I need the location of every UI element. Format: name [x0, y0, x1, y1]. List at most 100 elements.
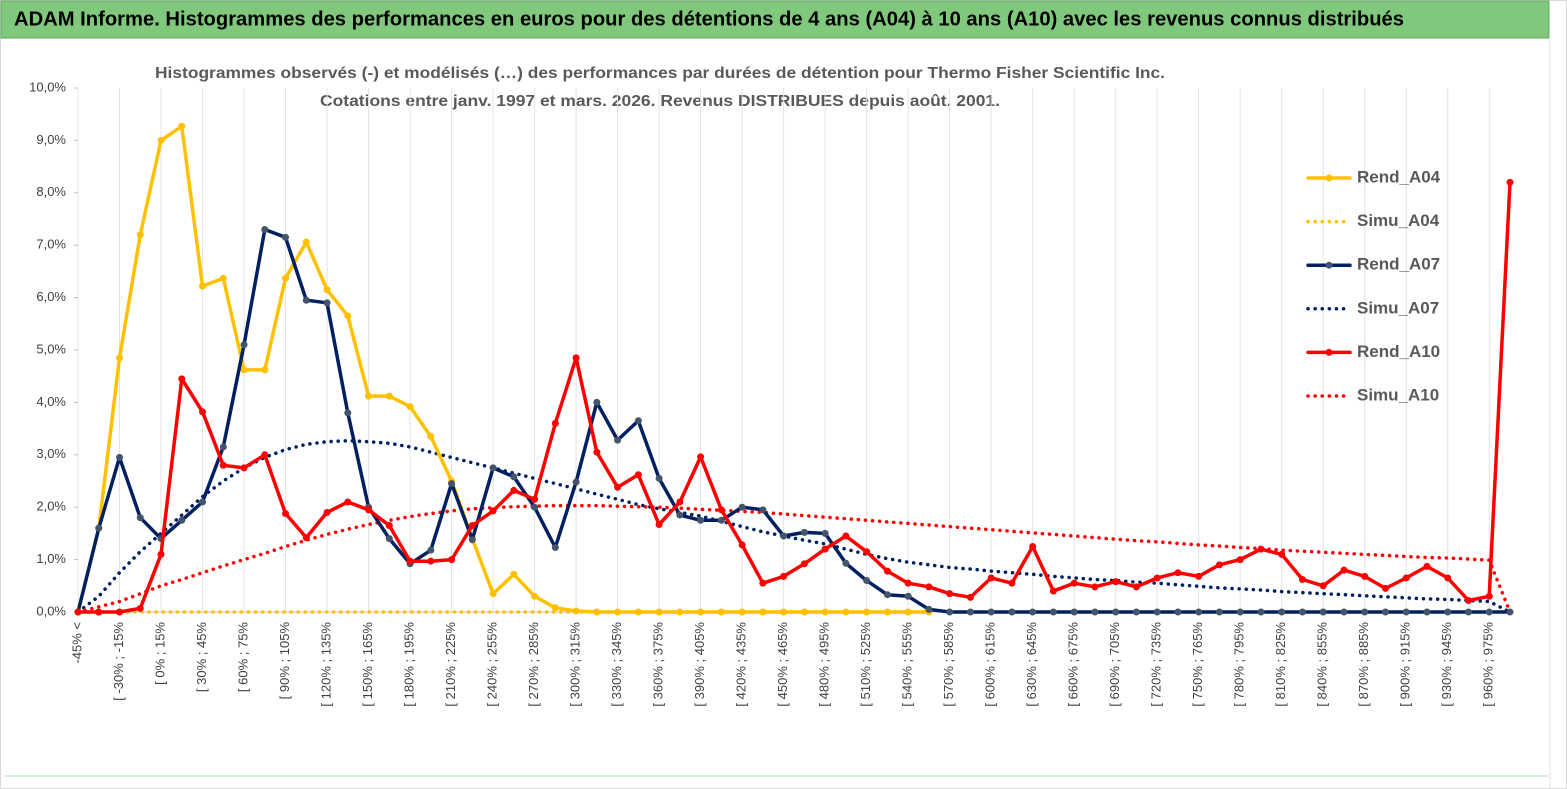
data-point — [427, 432, 435, 440]
data-point — [634, 608, 642, 616]
data-point — [655, 608, 663, 616]
data-point — [136, 604, 144, 612]
data-point — [219, 274, 227, 282]
data-point — [717, 608, 725, 616]
data-point — [323, 508, 331, 516]
data-point — [136, 231, 144, 239]
data-point — [614, 608, 622, 616]
data-point — [323, 286, 331, 294]
legend-label: Simu_A04 — [1357, 211, 1440, 230]
data-point — [759, 608, 767, 616]
data-point — [261, 451, 269, 459]
data-point — [344, 498, 352, 506]
data-point — [1236, 608, 1244, 616]
data-point — [572, 478, 580, 486]
x-tick-label: [ 930% ; 945% — [1439, 622, 1454, 707]
data-point — [821, 608, 829, 616]
data-point — [1485, 592, 1493, 600]
data-point — [136, 514, 144, 522]
y-tick-label: 4,0% — [36, 394, 66, 409]
data-point — [489, 590, 497, 598]
data-point — [883, 608, 891, 616]
data-point — [883, 591, 891, 599]
data-point — [863, 608, 871, 616]
x-tick-label: [ 780% ; 795% — [1232, 622, 1247, 707]
x-tick-label: [ 90% ; 105% — [277, 622, 292, 700]
data-point — [510, 570, 518, 578]
data-point — [385, 522, 393, 530]
data-point — [1215, 561, 1223, 569]
data-point — [178, 375, 186, 383]
x-tick-label: [ 540% ; 555% — [900, 622, 915, 707]
data-point — [1423, 608, 1431, 616]
data-point — [1506, 178, 1514, 186]
data-point — [406, 557, 414, 565]
data-point — [717, 516, 725, 524]
data-point — [1070, 579, 1078, 587]
title-banner — [0, 0, 1550, 39]
data-point — [676, 511, 684, 519]
data-point — [199, 282, 207, 290]
x-tick-label: [ -30% ; -15% — [111, 622, 126, 701]
x-tick-label: [ 870% ; 885% — [1356, 622, 1371, 707]
chart-subtitle: Cotations entre janv. 1997 et mars. 2026… — [320, 93, 1000, 110]
x-tick-label: [ 720% ; 735% — [1149, 622, 1164, 707]
data-point — [116, 608, 124, 616]
data-point — [1298, 608, 1306, 616]
data-point — [1070, 608, 1078, 616]
legend-label: Simu_A10 — [1357, 385, 1439, 404]
data-point — [282, 509, 290, 517]
data-point — [302, 238, 310, 246]
data-point — [676, 608, 684, 616]
data-point — [365, 506, 373, 514]
data-point — [697, 453, 705, 461]
data-point — [1174, 569, 1182, 577]
data-point — [1132, 583, 1140, 591]
page-title: ADAM Informe. Histogrammes des performan… — [14, 8, 1404, 30]
data-point — [1008, 608, 1016, 616]
y-tick-label: 1,0% — [36, 551, 66, 566]
data-point — [925, 583, 933, 591]
data-point — [946, 608, 954, 616]
legend-label: Simu_A07 — [1357, 298, 1439, 317]
y-tick-label: 6,0% — [36, 289, 66, 304]
y-tick-label: 10,0% — [29, 79, 66, 94]
data-point — [116, 354, 124, 362]
chart-subtitle: Histogrammes observés (-) et modélisés (… — [155, 65, 1165, 82]
y-tick-label: 2,0% — [36, 499, 66, 514]
data-point — [883, 567, 891, 575]
y-tick-label: 7,0% — [36, 237, 66, 252]
data-point — [406, 403, 414, 411]
x-tick-label: [ 660% ; 675% — [1066, 622, 1081, 707]
data-point — [904, 608, 912, 616]
legend-label: Rend_A10 — [1357, 342, 1440, 361]
data-point — [966, 608, 974, 616]
x-tick-label: [ 750% ; 765% — [1190, 622, 1205, 707]
data-point — [116, 453, 124, 461]
data-point — [1236, 556, 1244, 564]
data-point — [1195, 572, 1203, 580]
data-point — [987, 574, 995, 582]
data-point — [199, 498, 207, 506]
series-line — [76, 227, 1512, 614]
x-tick-label: [ 630% ; 645% — [1024, 622, 1039, 707]
data-point — [1381, 584, 1389, 592]
x-tick-label: [ 810% ; 825% — [1273, 622, 1288, 707]
data-point — [697, 608, 705, 616]
data-point — [157, 136, 165, 144]
data-point — [1340, 566, 1348, 574]
data-point — [551, 419, 559, 427]
data-point — [717, 506, 725, 514]
data-point — [510, 486, 518, 494]
legend-marker — [1325, 348, 1333, 356]
data-point — [738, 503, 746, 511]
data-point — [1298, 576, 1306, 584]
data-point — [614, 483, 622, 491]
data-point — [1361, 572, 1369, 580]
data-point — [593, 608, 601, 616]
x-tick-label: [ 300% ; 315% — [568, 622, 583, 707]
data-point — [1485, 608, 1493, 616]
data-point — [240, 464, 248, 472]
